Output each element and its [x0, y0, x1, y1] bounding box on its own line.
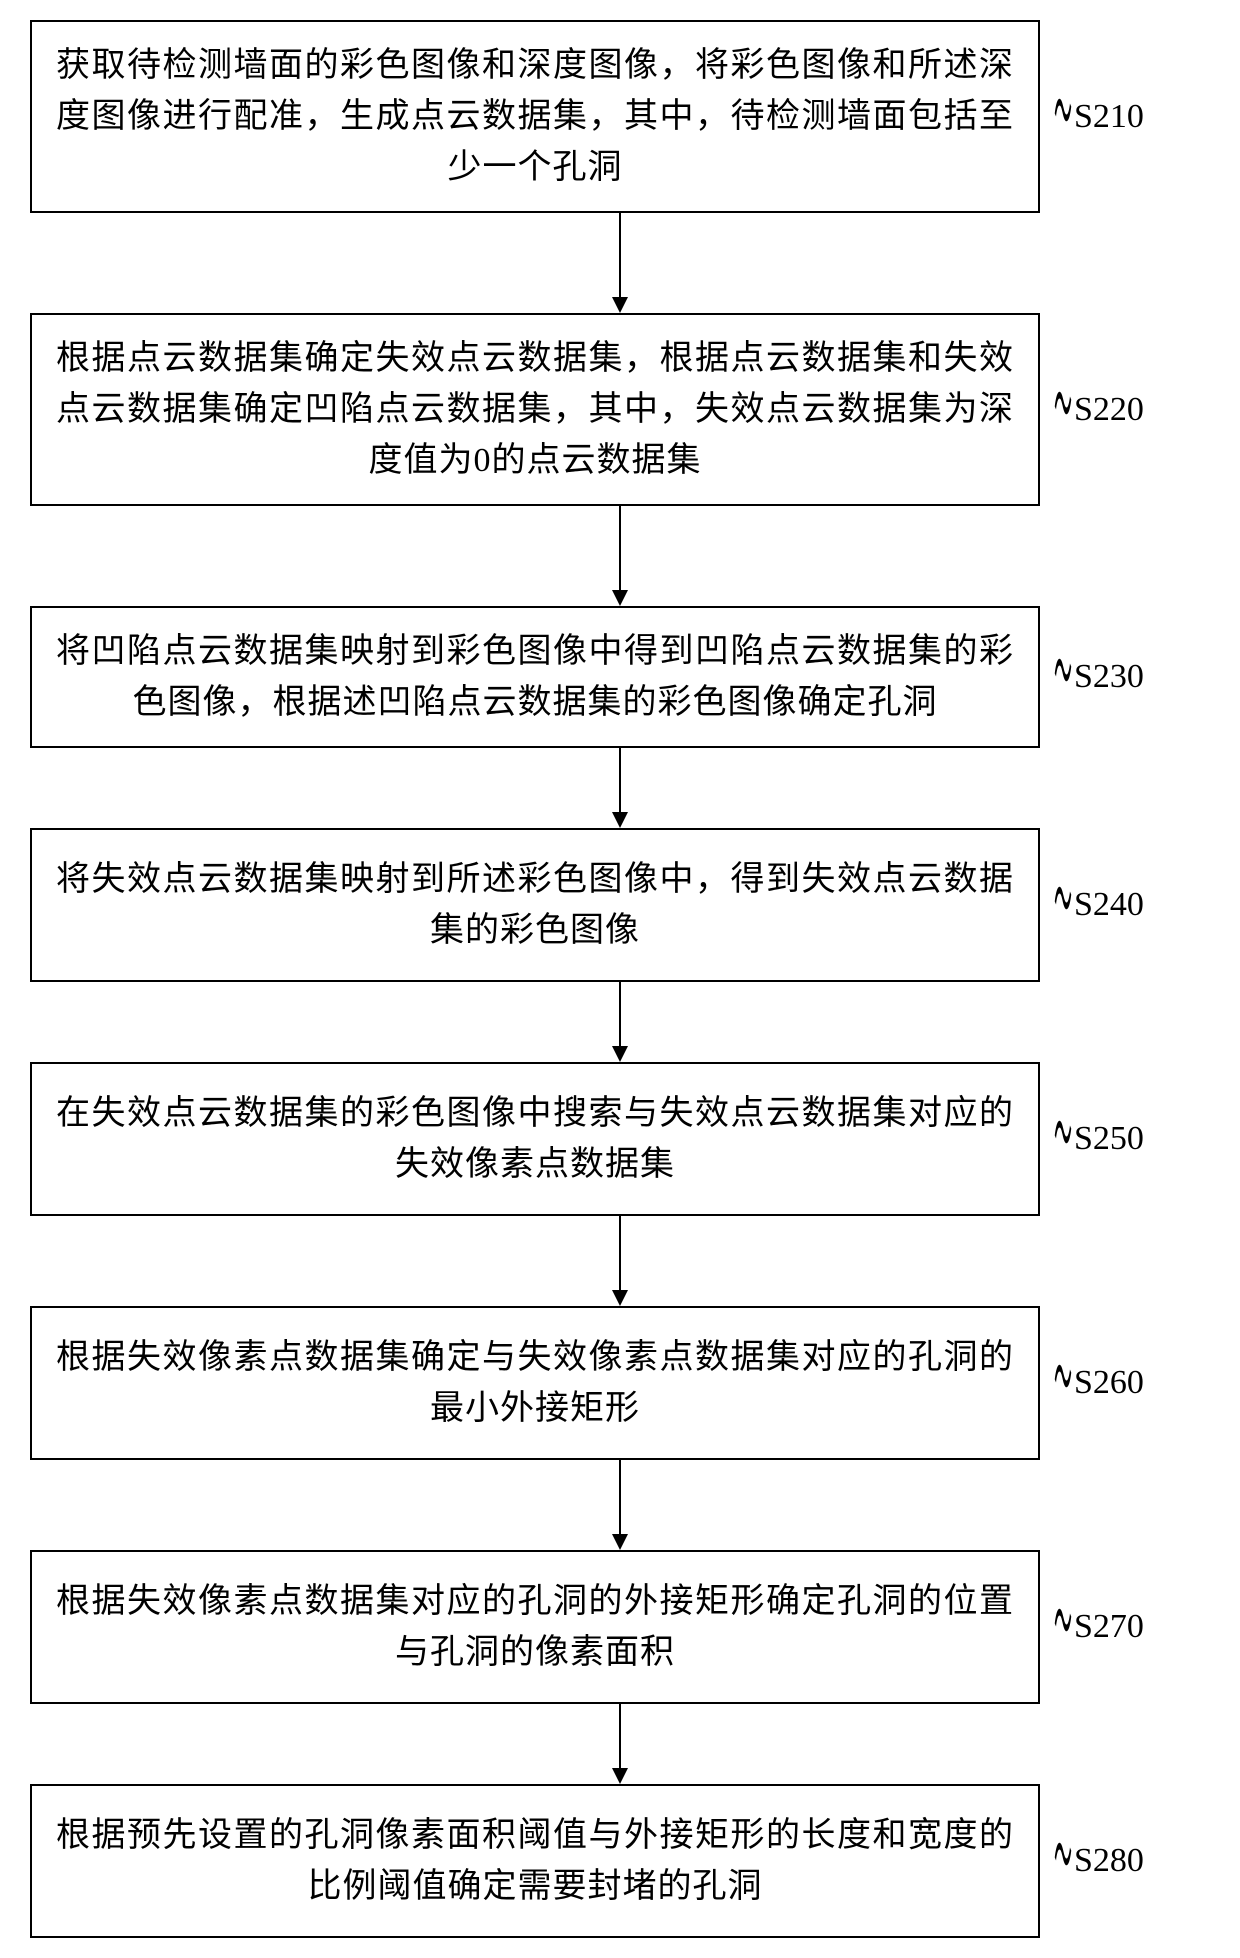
arrow-down-icon	[608, 982, 632, 1062]
arrow-down-icon	[608, 1460, 632, 1550]
arrow-down-icon	[608, 506, 632, 606]
step-connector: 〜 S210	[1048, 98, 1144, 136]
step-label: S210	[1074, 98, 1144, 136]
arrow-wrap	[115, 1460, 1125, 1550]
step-row: 在失效点云数据集的彩色图像中搜索与失效点云数据集对应的失效像素点数据集 〜 S2…	[30, 1062, 1210, 1216]
brace-icon: 〜	[1054, 1097, 1072, 1181]
step-connector: 〜 S220	[1048, 391, 1144, 429]
brace-icon: 〜	[1054, 1585, 1072, 1669]
step-row: 将凹陷点云数据集映射到彩色图像中得到凹陷点云数据集的彩色图像，根据述凹陷点云数据…	[30, 606, 1210, 748]
brace-icon: 〜	[1054, 1341, 1072, 1425]
step-label: S220	[1074, 391, 1144, 429]
brace-icon: 〜	[1054, 863, 1072, 947]
step-label: S270	[1074, 1608, 1144, 1646]
arrow-wrap	[115, 1704, 1125, 1784]
arrow-wrap	[115, 982, 1125, 1062]
step-box-s280: 根据预先设置的孔洞像素面积阈值与外接矩形的长度和宽度的比例阈值确定需要封堵的孔洞	[30, 1784, 1040, 1938]
brace-icon: 〜	[1054, 1819, 1072, 1903]
step-label: S280	[1074, 1842, 1144, 1880]
step-box-s240: 将失效点云数据集映射到所述彩色图像中，得到失效点云数据集的彩色图像	[30, 828, 1040, 982]
step-connector: 〜 S280	[1048, 1842, 1144, 1880]
step-row: 根据点云数据集确定失效点云数据集，根据点云数据集和失效点云数据集确定凹陷点云数据…	[30, 313, 1210, 506]
step-row: 根据失效像素点数据集对应的孔洞的外接矩形确定孔洞的位置与孔洞的像素面积 〜 S2…	[30, 1550, 1210, 1704]
brace-icon: 〜	[1054, 368, 1072, 452]
step-connector: 〜 S230	[1048, 658, 1144, 696]
step-connector: 〜 S250	[1048, 1120, 1144, 1158]
step-row: 将失效点云数据集映射到所述彩色图像中，得到失效点云数据集的彩色图像 〜 S240	[30, 828, 1210, 982]
step-connector: 〜 S260	[1048, 1364, 1144, 1402]
arrow-wrap	[115, 748, 1125, 828]
step-label: S260	[1074, 1364, 1144, 1402]
step-box-s230: 将凹陷点云数据集映射到彩色图像中得到凹陷点云数据集的彩色图像，根据述凹陷点云数据…	[30, 606, 1040, 748]
flowchart-container: 获取待检测墙面的彩色图像和深度图像，将彩色图像和所述深度图像进行配准，生成点云数…	[30, 20, 1210, 1938]
arrow-down-icon	[608, 748, 632, 828]
step-row: 根据失效像素点数据集确定与失效像素点数据集对应的孔洞的最小外接矩形 〜 S260	[30, 1306, 1210, 1460]
step-label: S250	[1074, 1120, 1144, 1158]
step-row: 根据预先设置的孔洞像素面积阈值与外接矩形的长度和宽度的比例阈值确定需要封堵的孔洞…	[30, 1784, 1210, 1938]
step-connector: 〜 S270	[1048, 1608, 1144, 1646]
step-box-s270: 根据失效像素点数据集对应的孔洞的外接矩形确定孔洞的位置与孔洞的像素面积	[30, 1550, 1040, 1704]
brace-icon: 〜	[1054, 75, 1072, 159]
arrow-down-icon	[608, 213, 632, 313]
step-box-s210: 获取待检测墙面的彩色图像和深度图像，将彩色图像和所述深度图像进行配准，生成点云数…	[30, 20, 1040, 213]
arrow-down-icon	[608, 1704, 632, 1784]
arrow-wrap	[115, 506, 1125, 606]
step-box-s250: 在失效点云数据集的彩色图像中搜索与失效点云数据集对应的失效像素点数据集	[30, 1062, 1040, 1216]
step-box-s220: 根据点云数据集确定失效点云数据集，根据点云数据集和失效点云数据集确定凹陷点云数据…	[30, 313, 1040, 506]
arrow-wrap	[115, 1216, 1125, 1306]
step-box-s260: 根据失效像素点数据集确定与失效像素点数据集对应的孔洞的最小外接矩形	[30, 1306, 1040, 1460]
brace-icon: 〜	[1054, 635, 1072, 719]
step-connector: 〜 S240	[1048, 886, 1144, 924]
step-label: S240	[1074, 886, 1144, 924]
step-row: 获取待检测墙面的彩色图像和深度图像，将彩色图像和所述深度图像进行配准，生成点云数…	[30, 20, 1210, 213]
arrow-down-icon	[608, 1216, 632, 1306]
step-label: S230	[1074, 658, 1144, 696]
arrow-wrap	[115, 213, 1125, 313]
